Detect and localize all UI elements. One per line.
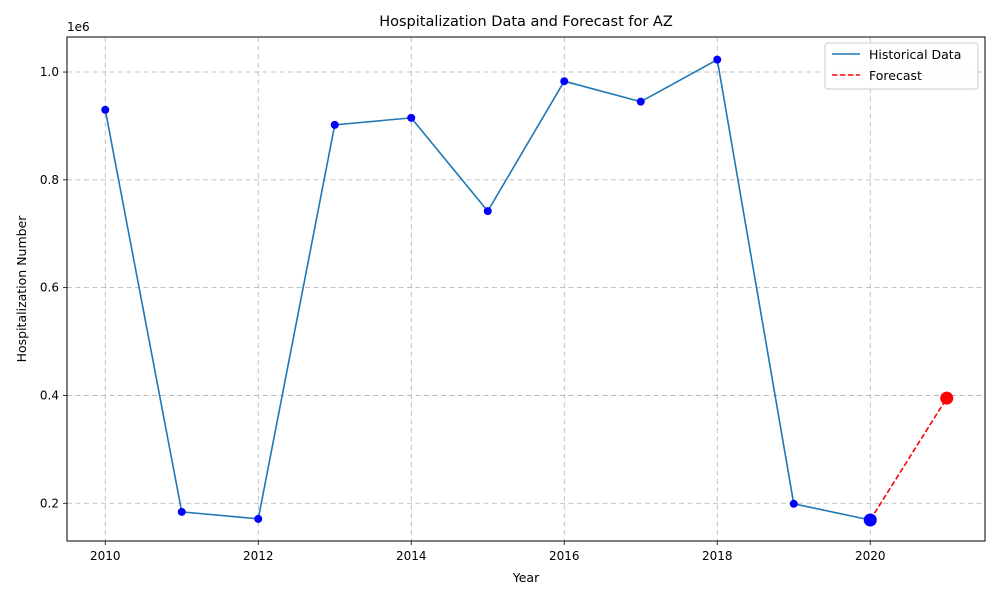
grid-lines [67, 37, 985, 541]
x-tick-label: 2012 [243, 549, 274, 563]
x-tick-label: 2014 [396, 549, 427, 563]
legend-forecast-label: Forecast [869, 68, 922, 83]
x-axis: 2010 2012 2014 2016 2018 2020 [90, 541, 886, 563]
plot-area-frame [66, 36, 986, 542]
historical-data-point [560, 77, 569, 86]
y-tick-label: 0.2 [40, 496, 59, 510]
x-tick-label: 2010 [90, 549, 121, 563]
x-tick-label: 2016 [549, 549, 580, 563]
historical-data-point [713, 55, 722, 64]
historical-data-point [407, 113, 416, 122]
y-tick-label: 0.8 [40, 173, 59, 187]
legend-historical-label: Historical Data [869, 47, 961, 62]
legend: Historical Data Forecast [824, 42, 979, 90]
historical-data-point [636, 97, 645, 106]
y-tick-label: 0.4 [40, 388, 59, 402]
historical-data-point [789, 499, 798, 508]
legend-box [824, 42, 979, 90]
x-tick-label: 2018 [702, 549, 733, 563]
x-tick-label: 2020 [855, 549, 886, 563]
y-axis: 0.2 0.4 0.6 0.8 1.0 [40, 65, 67, 510]
historical-data-point [177, 507, 186, 516]
chart-title: Hospitalization Data and Forecast for AZ [379, 14, 673, 30]
historical-data-point [101, 105, 110, 114]
last-actual-point [863, 513, 877, 527]
y-tick-label: 0.6 [40, 281, 59, 295]
forecast-point [940, 391, 954, 405]
historical-data-point [254, 514, 263, 523]
historical-data-point [483, 207, 492, 216]
x-axis-label: Year [512, 570, 540, 585]
markers-layer [101, 55, 954, 527]
historical-data-point [330, 120, 339, 129]
y-axis-label: Hospitalization Number [14, 215, 29, 363]
y-tick-label: 1.0 [40, 65, 59, 79]
y-axis-offset-label: 1e6 [67, 20, 90, 34]
